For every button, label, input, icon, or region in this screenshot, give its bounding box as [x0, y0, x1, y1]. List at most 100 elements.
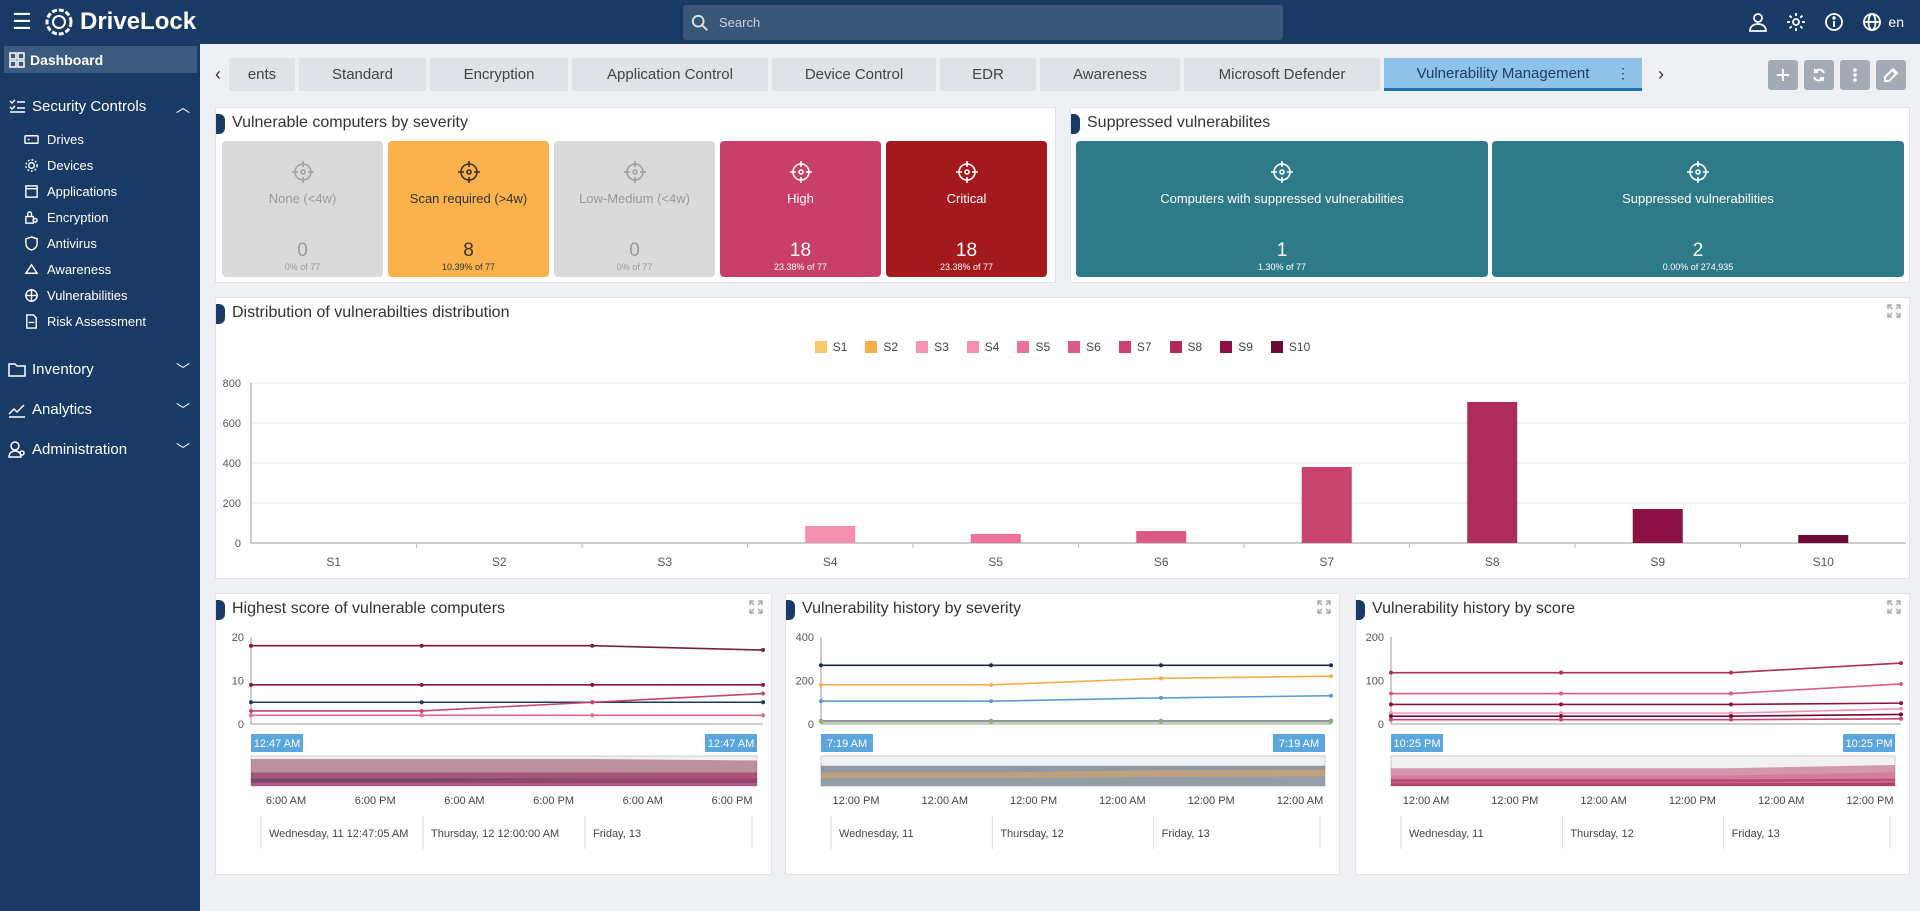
sidebar-item-drives[interactable]: Drives	[24, 128, 84, 150]
bar-S4[interactable]	[805, 526, 856, 543]
series-point[interactable]	[819, 663, 823, 668]
series-line-5[interactable]	[1391, 717, 1902, 721]
series-point[interactable]	[989, 699, 993, 704]
series-line-3[interactable]	[251, 692, 764, 712]
series-point[interactable]	[249, 682, 253, 687]
tab-device-control[interactable]: Device Control	[772, 58, 936, 91]
tab-edr[interactable]: EDR	[940, 58, 1036, 91]
series-point[interactable]	[761, 691, 765, 696]
legend-item[interactable]: S3	[916, 340, 949, 354]
series-point[interactable]	[819, 699, 823, 704]
kpi-tile[interactable]: Suppressed vulnerabilities 2 0.00% of 274,…	[1492, 141, 1904, 277]
series-point[interactable]	[419, 708, 424, 713]
series-line-3[interactable]	[1391, 707, 1902, 714]
legend-item[interactable]: S8	[1169, 340, 1202, 354]
search-input[interactable]: Search	[719, 15, 761, 30]
expand-icon[interactable]	[1887, 304, 1901, 318]
expand-icon[interactable]	[1887, 600, 1901, 614]
tab-scroll-right-icon[interactable]: ›	[1658, 63, 1664, 84]
sidebar-item-dashboard[interactable]: Dashboard	[4, 46, 197, 73]
kpi-tile[interactable]: High 18 23.38% of 77	[720, 141, 881, 277]
series-point[interactable]	[761, 700, 765, 705]
series-point[interactable]	[1899, 716, 1903, 721]
legend-item[interactable]: S10	[1270, 340, 1310, 354]
series-point[interactable]	[590, 700, 595, 705]
gear-icon[interactable]	[1786, 12, 1806, 32]
language-selector[interactable]: en	[1862, 12, 1904, 32]
legend-item[interactable]: S5	[1017, 340, 1050, 354]
series-point[interactable]	[1389, 714, 1393, 719]
expand-icon[interactable]	[1317, 600, 1331, 614]
range-badge[interactable]	[1273, 734, 1325, 752]
legend-item[interactable]: S9	[1220, 340, 1253, 354]
bar-S7[interactable]	[1301, 467, 1352, 543]
series-line-2[interactable]	[821, 694, 1332, 702]
series-point[interactable]	[249, 643, 253, 648]
series-point[interactable]	[1329, 693, 1333, 698]
navigator[interactable]	[250, 755, 758, 787]
series-point[interactable]	[1899, 661, 1903, 666]
series-point[interactable]	[1729, 691, 1733, 696]
series-point[interactable]	[1729, 702, 1733, 707]
series-line-1[interactable]	[821, 675, 1332, 686]
sidebar-group-administration[interactable]: Administration ﹀	[0, 434, 200, 464]
sidebar-item-vulnerabilities[interactable]: Vulnerabilities	[24, 284, 127, 306]
series-point[interactable]	[1329, 719, 1333, 724]
series-point[interactable]	[1389, 711, 1393, 716]
sidebar-item-encryption[interactable]: Encryption	[24, 206, 108, 228]
series-point[interactable]	[761, 713, 765, 718]
series-point[interactable]	[249, 708, 253, 713]
sidebar-item-risk-assessment[interactable]: Risk Assessment	[24, 310, 146, 332]
range-badge[interactable]	[821, 734, 873, 752]
tab-application-control[interactable]: Application Control	[572, 58, 768, 91]
series-point[interactable]	[1559, 711, 1563, 716]
tab-scroll-left-icon[interactable]: ‹	[215, 63, 221, 84]
series-point[interactable]	[761, 682, 765, 687]
legend-item[interactable]: S2	[865, 340, 898, 354]
series-point[interactable]	[1159, 719, 1163, 724]
series-point[interactable]	[1729, 717, 1733, 722]
range-badge[interactable]	[1843, 734, 1895, 752]
bar-S5[interactable]	[970, 534, 1021, 543]
legend-item[interactable]: S6	[1068, 340, 1101, 354]
series-point[interactable]	[1559, 714, 1563, 719]
tab-standard[interactable]: Standard	[299, 58, 426, 91]
menu-icon[interactable]: ☰	[12, 9, 32, 34]
series-point[interactable]	[1329, 663, 1333, 668]
tab-awareness[interactable]: Awareness	[1040, 58, 1180, 91]
series-point[interactable]	[590, 682, 595, 687]
tab-partial[interactable]: ents	[229, 58, 295, 91]
series-point[interactable]	[819, 719, 823, 724]
series-point[interactable]	[1559, 670, 1563, 675]
expand-icon[interactable]	[749, 600, 763, 614]
series-point[interactable]	[1899, 706, 1903, 711]
tab-microsoft-defender[interactable]: Microsoft Defender	[1184, 58, 1380, 91]
add-button[interactable]	[1768, 60, 1798, 90]
series-line-1[interactable]	[1391, 683, 1902, 695]
series-point[interactable]	[1559, 702, 1563, 707]
series-point[interactable]	[249, 700, 253, 705]
edit-button[interactable]	[1876, 60, 1906, 90]
legend-item[interactable]: S1	[814, 340, 847, 354]
series-point[interactable]	[989, 663, 993, 668]
series-point[interactable]	[1159, 663, 1163, 668]
series-point[interactable]	[249, 713, 253, 718]
kpi-tile[interactable]: Scan required (>4w) 8 10.39% of 77	[388, 141, 549, 277]
series-point[interactable]	[989, 682, 993, 687]
sidebar-item-devices[interactable]: Devices	[24, 154, 93, 176]
series-point[interactable]	[419, 700, 424, 705]
series-point[interactable]	[590, 643, 595, 648]
series-point[interactable]	[1159, 676, 1163, 681]
series-point[interactable]	[989, 719, 993, 724]
series-point[interactable]	[419, 682, 424, 687]
range-badge[interactable]	[1391, 734, 1443, 752]
sidebar-item-applications[interactable]: Applications	[24, 180, 117, 202]
series-point[interactable]	[1389, 670, 1393, 675]
series-point[interactable]	[419, 713, 424, 718]
kpi-tile[interactable]: Low-Medium (<4w) 0 0% of 77	[554, 141, 715, 277]
series-line-0[interactable]	[251, 644, 764, 651]
series-point[interactable]	[1899, 681, 1903, 686]
series-point[interactable]	[590, 713, 595, 718]
series-point[interactable]	[1729, 714, 1733, 719]
navigator[interactable]	[820, 755, 1326, 787]
